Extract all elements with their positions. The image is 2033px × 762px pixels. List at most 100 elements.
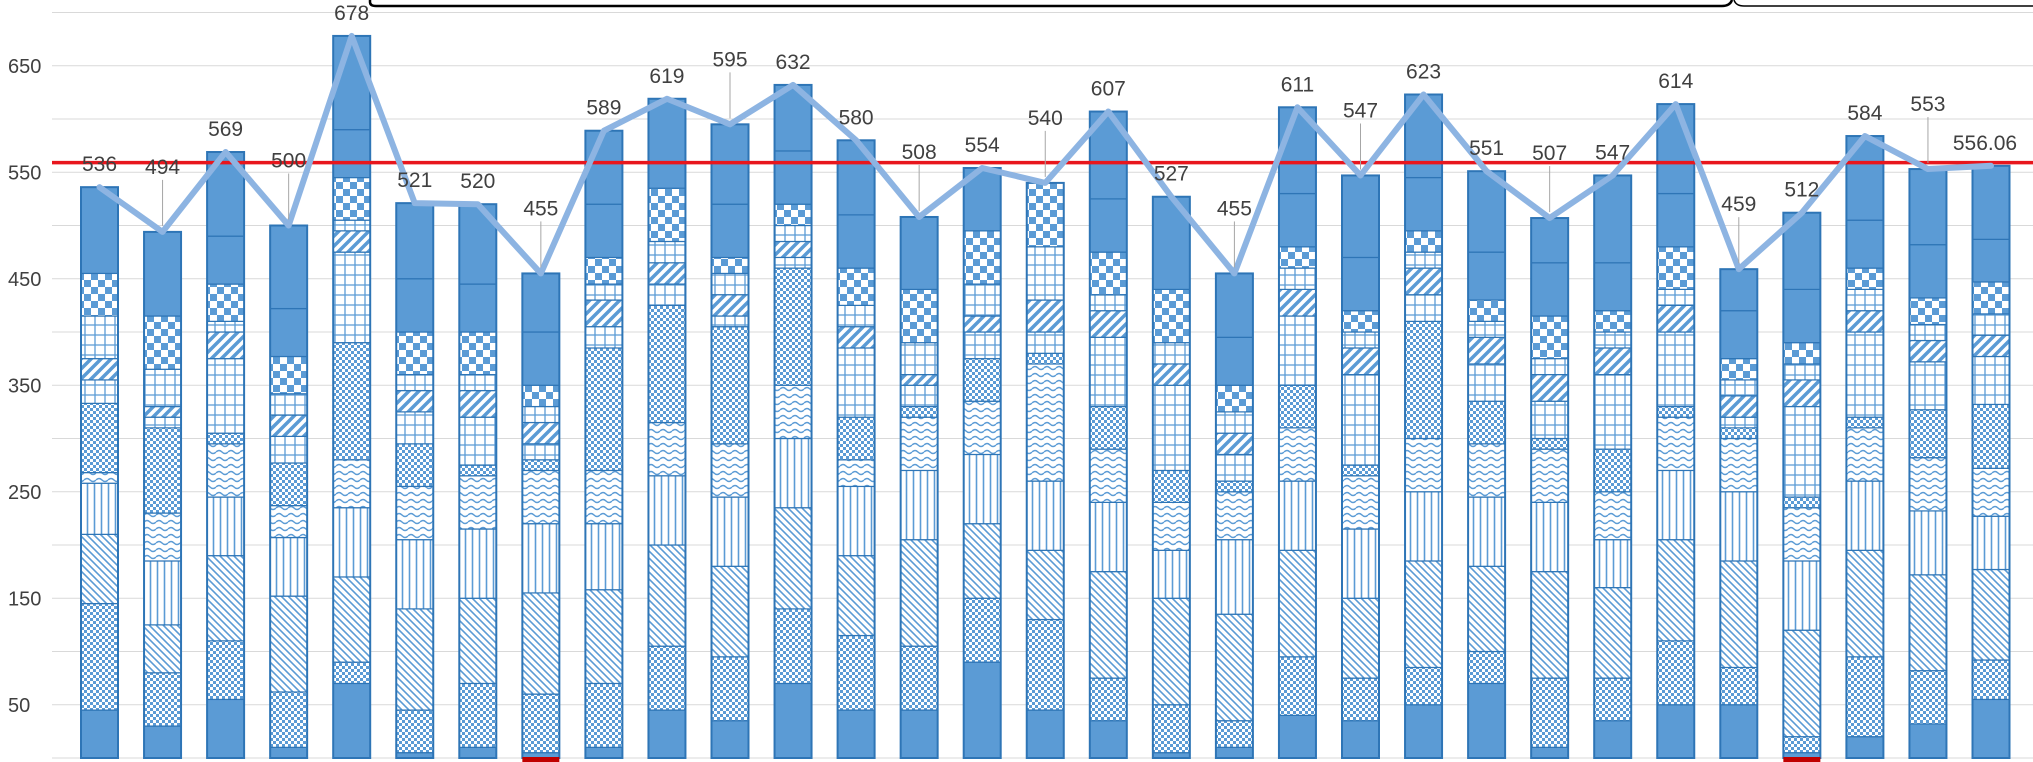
bar-segment	[647, 709, 687, 759]
bar-segment	[206, 432, 245, 445]
bar-segment	[900, 709, 939, 759]
bar-segment	[1656, 704, 1695, 759]
bar-segment	[1530, 262, 1569, 317]
bar-segment	[1215, 453, 1254, 482]
bar-segment	[710, 272, 750, 296]
bar-segment	[143, 405, 182, 418]
bar-segment	[584, 746, 624, 759]
bar-segment	[332, 176, 371, 221]
bar-segment	[1089, 198, 1128, 253]
bar-highlight-marker	[522, 757, 560, 762]
bar-segment	[395, 443, 434, 488]
bar-segment	[1215, 336, 1254, 386]
bar-segment	[1971, 281, 2011, 315]
bar-segment	[269, 435, 308, 464]
bar-segment	[900, 288, 939, 344]
bar-segment	[1971, 355, 2011, 406]
bar-segment	[80, 709, 119, 759]
data-label: 607	[1091, 78, 1126, 101]
bar-segment	[1782, 560, 1821, 631]
bar-segment	[521, 421, 560, 445]
bar-segment	[1908, 297, 1948, 326]
bar-segment	[1467, 496, 1506, 567]
data-label: 589	[586, 97, 621, 120]
bar-8	[521, 272, 561, 762]
bar-segment	[332, 35, 371, 131]
total-data-labels: 536 494 569 500 678 521 520 455 589 619 595 632 580 5…	[82, 2, 2017, 268]
bar-segment	[1656, 246, 1695, 291]
y-tick-label: 150	[8, 588, 41, 610]
bar-segment	[1089, 294, 1128, 312]
bar-segment	[584, 326, 624, 349]
bar-segment	[458, 389, 497, 418]
bar-segment	[332, 661, 371, 685]
bar-segment	[1341, 256, 1380, 312]
bar-segment	[1278, 288, 1317, 317]
bar-20	[1277, 106, 1317, 760]
bar-segment	[395, 539, 434, 610]
bar-segment	[584, 589, 624, 685]
bar-segment	[1719, 416, 1758, 429]
bar-segment	[269, 462, 308, 507]
bar-segment	[395, 608, 434, 711]
bar-segment	[1278, 246, 1317, 269]
bar-segment	[1782, 363, 1821, 381]
bar-segment	[647, 283, 687, 306]
bar-segment	[647, 544, 687, 647]
bar-segment	[1089, 251, 1128, 296]
bar-segment	[836, 459, 876, 488]
bar-segment	[1026, 618, 1065, 711]
bar-23	[1467, 170, 1507, 759]
bar-segment	[1656, 469, 1695, 541]
bar-segment	[1341, 310, 1380, 333]
bar-segment	[458, 746, 497, 759]
bar-segment	[1152, 384, 1191, 472]
bar-segment	[836, 634, 876, 711]
bar-segment	[1215, 746, 1254, 759]
bar-segment	[1719, 358, 1758, 381]
data-label: 632	[776, 51, 811, 74]
bar-segment	[710, 720, 750, 759]
bar-segment	[269, 393, 308, 416]
bar-segment	[1656, 288, 1695, 306]
bar-segment	[395, 278, 434, 333]
bar-segment	[1782, 342, 1821, 365]
bar-segment	[269, 595, 308, 693]
bar-11	[710, 123, 750, 759]
bar-10	[647, 97, 687, 759]
bar-segment	[1404, 267, 1443, 296]
bar-27	[1719, 268, 1759, 759]
bar-segment	[206, 320, 245, 333]
bar-segment	[332, 507, 371, 578]
bar-segment	[1845, 310, 1885, 333]
bar-segment	[1467, 682, 1506, 759]
bar-segment	[647, 98, 687, 189]
bar-segment	[1215, 720, 1254, 748]
bar-12	[773, 83, 813, 760]
bar-segment	[1089, 501, 1128, 573]
bar-segment	[395, 485, 434, 541]
bar-segment	[1341, 464, 1380, 477]
bar-1	[80, 186, 119, 760]
bar-segment	[143, 672, 182, 727]
bar-segment	[521, 693, 560, 754]
bar-segment	[1530, 315, 1569, 360]
bar-segment	[521, 331, 560, 386]
bar-segment	[1593, 720, 1632, 759]
data-label: 512	[1784, 179, 1819, 202]
bar-segment	[458, 374, 497, 392]
bar-segment	[1782, 736, 1821, 754]
bar-segment	[1467, 170, 1506, 253]
bar-segment	[1467, 443, 1506, 498]
bar-segment	[773, 256, 813, 269]
bar-segment	[1782, 507, 1821, 562]
bar-segment	[963, 331, 1002, 360]
bar-segment	[1845, 219, 1885, 269]
bar-segment	[206, 358, 245, 434]
bar-segment	[1026, 182, 1065, 248]
bar-segment	[963, 523, 1002, 599]
bar-segment	[143, 725, 182, 759]
bar-segment	[1719, 268, 1758, 312]
bar-segment	[1026, 299, 1065, 333]
